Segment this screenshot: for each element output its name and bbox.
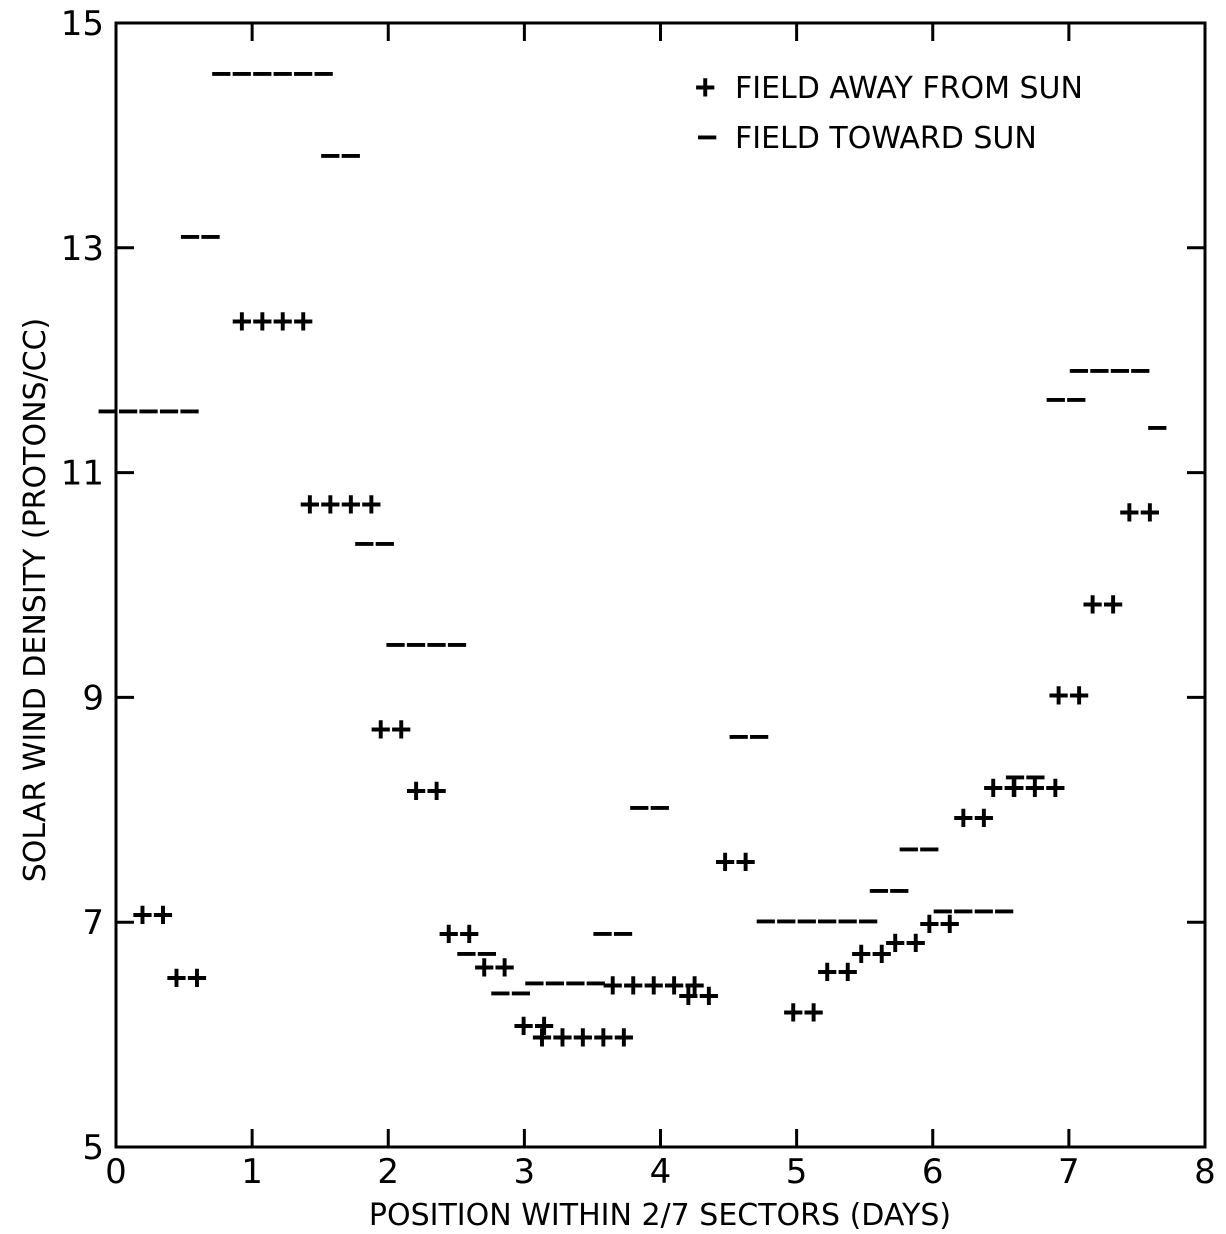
x-tick-label: 5 bbox=[786, 1152, 808, 1192]
toward-point-2: −−−−−− bbox=[211, 54, 334, 94]
toward-point-12: −−−−−− bbox=[756, 901, 879, 941]
toward-point-19: − bbox=[1147, 408, 1167, 448]
toward-point-14: −− bbox=[899, 829, 940, 869]
away-point-21: ++ bbox=[1048, 675, 1089, 715]
away-point-16: ++ bbox=[885, 922, 926, 962]
away-point-5: ++ bbox=[406, 771, 447, 811]
away-point-20: +++ bbox=[1004, 767, 1065, 807]
away-point-4: ++ bbox=[370, 709, 411, 749]
toward-point-16: −− bbox=[1005, 757, 1046, 797]
x-axis-label: POSITION WITHIN 2/7 SECTORS (DAYS) bbox=[369, 1198, 951, 1233]
x-tick-label: 7 bbox=[1058, 1152, 1080, 1192]
away-point-22: ++ bbox=[1082, 584, 1123, 624]
x-tick-label: 3 bbox=[514, 1152, 536, 1192]
toward-point-5: −−−− bbox=[385, 625, 467, 665]
away-point-1: ++ bbox=[166, 957, 207, 997]
x-tick-label: 6 bbox=[922, 1152, 944, 1192]
x-tick-label: 4 bbox=[650, 1152, 672, 1192]
x-axis-ticks: 0 1 2 3 4 5 6 7 8 bbox=[105, 23, 1216, 1192]
away-point-17: ++ bbox=[919, 903, 960, 943]
away-point-23: ++ bbox=[1119, 492, 1160, 532]
away-point-7: ++ bbox=[474, 947, 515, 987]
y-tick-label: 15 bbox=[61, 4, 104, 44]
data-marks: ++++++++++++++++++++++++++++++++++++++++… bbox=[97, 54, 1167, 1057]
toward-point-15: −−−− bbox=[933, 891, 1015, 931]
toward-point-10: −− bbox=[629, 788, 670, 828]
y-axis-ticks: 5 7 9 11 13 15 bbox=[61, 4, 1205, 1168]
away-point-6: ++ bbox=[439, 913, 480, 953]
x-tick-label: 0 bbox=[105, 1152, 127, 1192]
toward-point-1: −− bbox=[180, 217, 221, 257]
away-point-9: +++++ bbox=[532, 1017, 634, 1057]
away-point-8: ++ bbox=[513, 1006, 554, 1046]
toward-point-9: −− bbox=[592, 913, 633, 953]
legend-label-toward: FIELD TOWARD SUN bbox=[735, 121, 1037, 156]
y-tick-label: 9 bbox=[82, 678, 104, 718]
away-point-18: ++ bbox=[953, 798, 994, 838]
away-point-15: ++ bbox=[851, 934, 892, 974]
away-point-10: +++++ bbox=[603, 965, 705, 1005]
legend-marker-away: + bbox=[695, 67, 715, 107]
toward-point-8: −−−− bbox=[524, 963, 606, 1003]
toward-point-17: −− bbox=[1046, 380, 1087, 420]
away-point-13: ++ bbox=[783, 992, 824, 1032]
away-point-0: ++ bbox=[132, 894, 173, 934]
toward-point-6: −− bbox=[456, 934, 497, 974]
toward-point-11: −− bbox=[729, 717, 770, 757]
away-point-3: ++++ bbox=[300, 484, 382, 524]
away-point-14: ++ bbox=[817, 952, 858, 992]
away-point-12: ++ bbox=[715, 842, 756, 882]
away-point-2: ++++ bbox=[232, 301, 314, 341]
legend: + FIELD AWAY FROM SUN − FIELD TOWARD SUN bbox=[695, 67, 1083, 157]
y-tick-label: 11 bbox=[61, 454, 104, 494]
toward-point-3: −− bbox=[320, 136, 361, 176]
y-axis-label: SOLAR WIND DENSITY (PROTONS/CC) bbox=[18, 318, 53, 883]
y-tick-label: 7 bbox=[82, 903, 104, 943]
legend-label-away: FIELD AWAY FROM SUN bbox=[735, 71, 1083, 106]
away-point-11: ++ bbox=[678, 975, 719, 1015]
toward-point-13: −− bbox=[869, 871, 910, 911]
legend-marker-toward: − bbox=[697, 117, 717, 157]
away-point-19: ++ bbox=[983, 767, 1024, 807]
toward-point-0: −−−−− bbox=[97, 391, 199, 431]
y-tick-label: 5 bbox=[82, 1128, 104, 1168]
toward-point-18: −−−− bbox=[1069, 350, 1151, 390]
toward-point-4: −− bbox=[354, 523, 395, 563]
y-tick-label: 13 bbox=[61, 229, 104, 269]
x-tick-label: 2 bbox=[377, 1152, 399, 1192]
toward-point-7: −− bbox=[490, 973, 531, 1013]
x-tick-label: 1 bbox=[241, 1152, 263, 1192]
x-tick-label: 8 bbox=[1194, 1152, 1216, 1192]
